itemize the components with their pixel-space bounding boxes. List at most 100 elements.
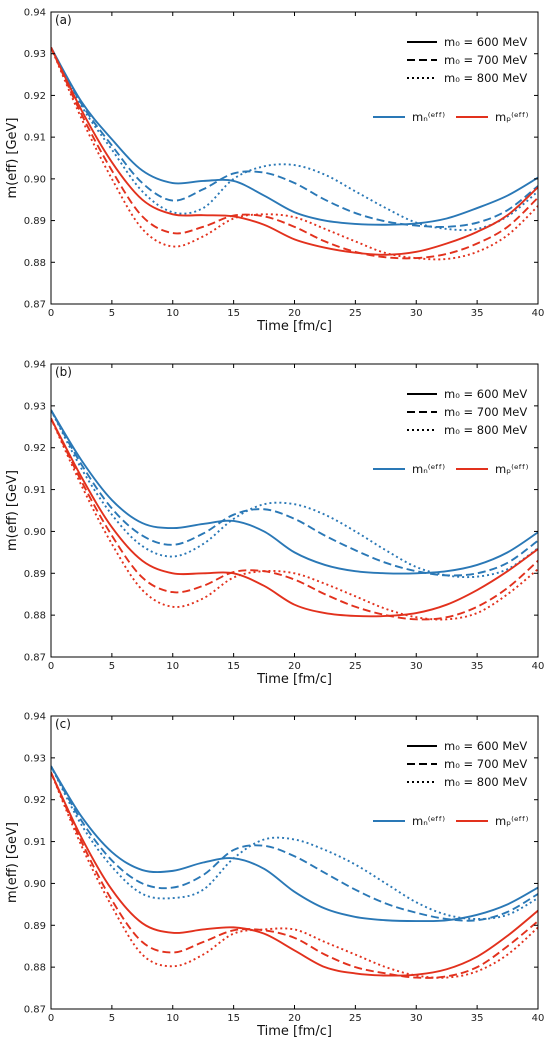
x-tick-label: 40: [532, 661, 545, 672]
series-p-700-dashed: [51, 772, 538, 979]
panel-label: (a): [55, 13, 72, 27]
series-n-600-solid: [51, 765, 538, 923]
panel-label: (b): [55, 365, 72, 379]
y-tick-label: 0.87: [24, 653, 46, 664]
y-tick-label: 0.92: [24, 795, 46, 806]
legend-linestyle: m₀ = 600 MeV m₀ = 700 MeV m₀ = 800 MeV: [407, 739, 527, 789]
series-n-800-dotted: [51, 409, 538, 579]
x-tick-label: 25: [349, 1013, 362, 1024]
chart-panel-b: 0 5 10 15 20 25 30 35 40 0.87 0.88 0.89 0.90 0.91 0.92…: [5, 360, 544, 688]
legend-label-proton: mₚ⁽ᵉᶠᶠ⁾: [495, 814, 529, 828]
y-tick-label: 0.90: [24, 879, 46, 890]
x-tick-label: 25: [349, 308, 362, 319]
y-tick-label: 0.91: [24, 133, 46, 144]
x-tick-label: 35: [471, 308, 484, 319]
x-tick-label: 10: [166, 1013, 179, 1024]
x-tick-label: 15: [227, 661, 240, 672]
x-tick-label: 15: [227, 308, 240, 319]
legend-label-600: m₀ = 600 MeV: [444, 387, 527, 401]
y-tick-label: 0.94: [24, 360, 46, 371]
y-tick-label: 0.88: [24, 258, 46, 269]
series-p-800-dotted: [51, 418, 538, 621]
x-tick-label: 30: [410, 308, 423, 319]
y-axis-label-group: m(eff) [GeV]: [5, 822, 20, 903]
chart-panel-c: 0 5 10 15 20 25 30 35 40 0.87 0.88 0.89 0.90 0.91 0.92…: [5, 712, 544, 1040]
y-axis-label: m(eff) [GeV]: [5, 117, 20, 198]
chart-panel-a: 0 5 10 15 20 25 30 35 40 0.87 0.88 0.89 0.90 0.91 0.92…: [5, 8, 544, 335]
y-tick-label: 0.92: [24, 443, 46, 454]
y-tick-label: 0.88: [24, 611, 46, 622]
legend-particle: mₙ⁽ᵉᶠᶠ⁾ mₚ⁽ᵉᶠᶠ⁾: [373, 110, 529, 124]
x-tick-label: 20: [288, 661, 301, 672]
y-tick-label: 0.91: [24, 485, 46, 496]
series-p-700-dashed: [51, 47, 538, 260]
y-axis-label: m(eff) [GeV]: [5, 470, 20, 551]
series-group: [51, 46, 538, 261]
y-tick-label: 0.93: [24, 401, 46, 412]
legend-label-800: m₀ = 800 MeV: [444, 71, 527, 85]
y-tick-label: 0.87: [24, 1005, 46, 1016]
x-tick-label: 0: [48, 1013, 54, 1024]
x-axis-label: Time [fm/c]: [256, 319, 332, 334]
y-axis-label-group: m(eff) [GeV]: [5, 470, 20, 551]
x-tick-label: 35: [471, 1013, 484, 1024]
legend-label-700: m₀ = 700 MeV: [444, 405, 527, 419]
series-group: [51, 409, 538, 621]
y-tick-label: 0.88: [24, 963, 46, 974]
x-tick-label: 5: [109, 1013, 115, 1024]
series-n-800-dotted: [51, 47, 538, 232]
series-p-600-solid: [51, 772, 538, 977]
legend-label-neutron: mₙ⁽ᵉᶠᶠ⁾: [412, 462, 445, 476]
x-axis-label: Time [fm/c]: [256, 672, 332, 687]
legend-label-proton: mₚ⁽ᵉᶠᶠ⁾: [495, 110, 529, 124]
y-tick-label: 0.94: [24, 8, 46, 19]
series-p-800-dotted: [51, 772, 538, 979]
legend-label-700: m₀ = 700 MeV: [444, 53, 527, 67]
series-group: [51, 765, 538, 979]
x-tick-label: 5: [109, 661, 115, 672]
series-p-700-dashed: [51, 417, 538, 621]
legend-label-800: m₀ = 800 MeV: [444, 775, 527, 789]
x-tick-label: 25: [349, 661, 362, 672]
legend-label-600: m₀ = 600 MeV: [444, 739, 527, 753]
series-n-700-dashed: [51, 47, 538, 228]
y-tick-label: 0.89: [24, 216, 46, 227]
x-tick-label: 30: [410, 1013, 423, 1024]
legend-particle: mₙ⁽ᵉᶠᶠ⁾ mₚ⁽ᵉᶠᶠ⁾: [373, 462, 529, 476]
series-p-800-dotted: [51, 47, 538, 261]
y-tick-label: 0.90: [24, 174, 46, 185]
y-tick-label: 0.90: [24, 527, 46, 538]
legend-label-700: m₀ = 700 MeV: [444, 757, 527, 771]
x-axis-label: Time [fm/c]: [256, 1024, 332, 1039]
y-tick-label: 0.87: [24, 300, 46, 311]
x-tick-label: 30: [410, 661, 423, 672]
legend-label-600: m₀ = 600 MeV: [444, 35, 527, 49]
series-n-700-dashed: [51, 409, 538, 577]
x-tick-label: 0: [48, 661, 54, 672]
y-tick-label: 0.94: [24, 712, 46, 723]
legend-label-proton: mₚ⁽ᵉᶠᶠ⁾: [495, 462, 529, 476]
x-tick-label: 40: [532, 1013, 545, 1024]
legend-linestyle: m₀ = 600 MeV m₀ = 700 MeV m₀ = 800 MeV: [407, 35, 527, 85]
x-tick-label: 40: [532, 308, 545, 319]
series-n-800-dotted: [51, 765, 538, 920]
y-tick-label: 0.89: [24, 569, 46, 580]
x-tick-label: 10: [166, 308, 179, 319]
y-tick-label: 0.89: [24, 921, 46, 932]
x-tick-label: 15: [227, 1013, 240, 1024]
x-tick-label: 35: [471, 661, 484, 672]
series-p-600-solid: [51, 47, 538, 256]
y-tick-label: 0.93: [24, 49, 46, 60]
panel-label: (c): [55, 717, 71, 731]
x-tick-label: 20: [288, 308, 301, 319]
legend-linestyle: m₀ = 600 MeV m₀ = 700 MeV m₀ = 800 MeV: [407, 387, 527, 437]
legend-label-800: m₀ = 800 MeV: [444, 423, 527, 437]
x-tick-label: 0: [48, 308, 54, 319]
y-axis-label: m(eff) [GeV]: [5, 822, 20, 903]
legend-label-neutron: mₙ⁽ᵉᶠᶠ⁾: [412, 110, 445, 124]
y-tick-label: 0.92: [24, 91, 46, 102]
series-n-600-solid: [51, 46, 538, 226]
series-n-600-solid: [51, 409, 538, 575]
legend-particle: mₙ⁽ᵉᶠᶠ⁾ mₚ⁽ᵉᶠᶠ⁾: [373, 814, 529, 828]
